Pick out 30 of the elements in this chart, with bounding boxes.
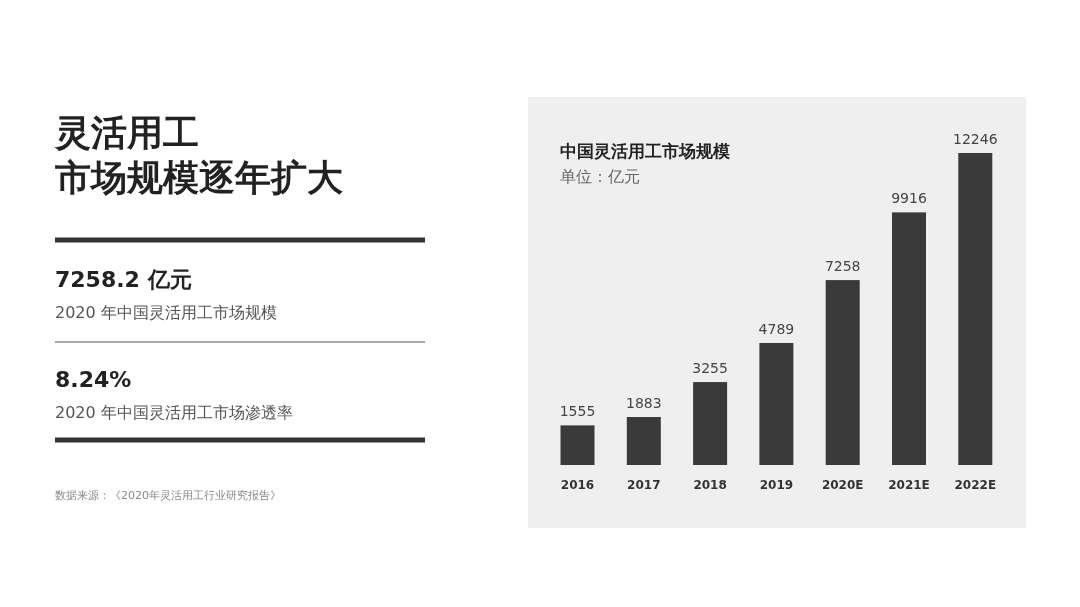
text: 8.24% — [55, 367, 132, 392]
data-label: 3255 — [692, 360, 728, 377]
bar — [759, 342, 794, 465]
data-label: 9916 — [891, 190, 927, 207]
x-tick-label: 2020E — [821, 478, 864, 492]
text: 市场规模逐年扩大 — [55, 157, 343, 198]
source-note: 数据来源：《2020年灵活用工行业研究报告》 — [55, 489, 281, 502]
bar — [892, 212, 926, 465]
x-tick-label: 2022E — [954, 478, 997, 492]
data-label: 7258 — [824, 258, 861, 275]
text: 7258.2 亿元 — [55, 267, 192, 292]
x-tick-label: 2016 — [560, 478, 595, 492]
x-tick-label: 2017 — [627, 478, 661, 492]
text: 2020 年中国灵活用工市场渗透率 — [55, 403, 293, 422]
x-tick-label: 2021E — [888, 478, 930, 492]
x-tick-label: 2018 — [693, 478, 727, 492]
data-label: 1555 — [559, 403, 596, 420]
chart-title: 中国灵活用工市场规模 — [560, 141, 730, 161]
text: 2020 年中国灵活用工市场规模 — [55, 303, 277, 322]
bar — [626, 417, 661, 465]
data-label: 4789 — [758, 320, 795, 337]
x-tick-label: 2019 — [759, 478, 794, 492]
data-label: 1883 — [625, 395, 662, 412]
bar — [693, 382, 728, 465]
text: 单位：亿元 — [560, 167, 640, 186]
bar — [958, 153, 993, 465]
data-label: 12246 — [953, 131, 998, 147]
bar — [825, 280, 860, 465]
text: 灵活用工 — [53, 112, 199, 153]
bar — [560, 425, 595, 465]
